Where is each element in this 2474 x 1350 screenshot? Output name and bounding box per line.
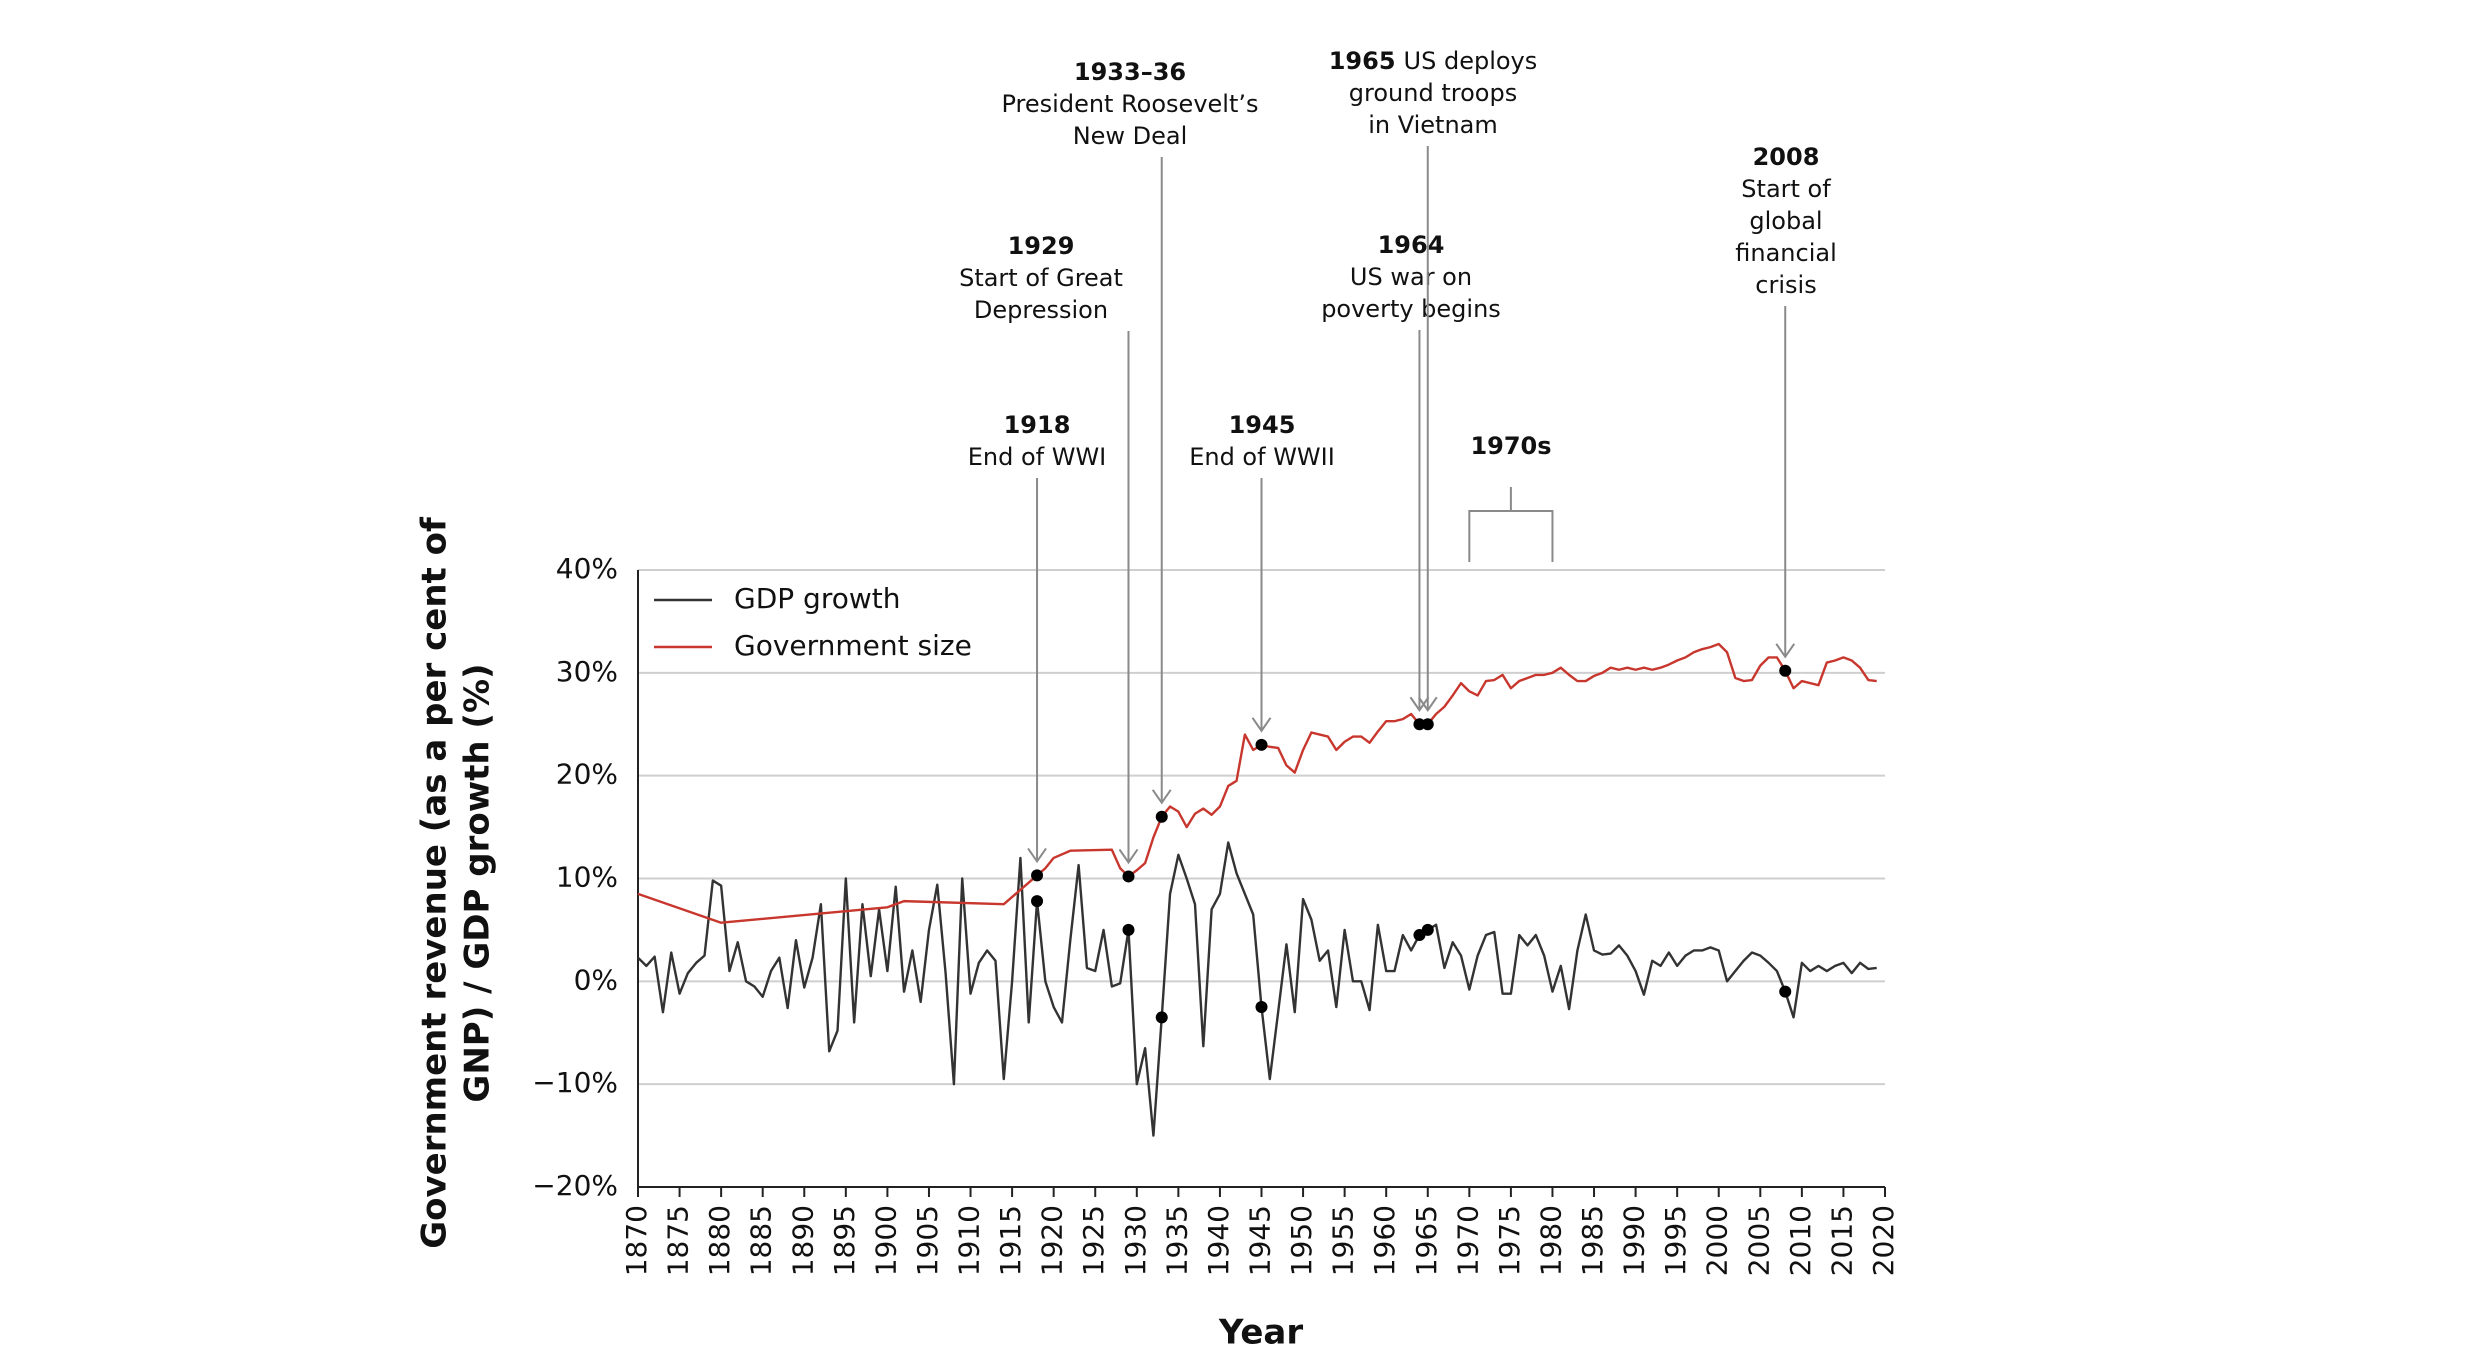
highlight-dot: [1122, 923, 1135, 936]
legend-label: Government size: [734, 629, 972, 662]
x-tick-label: 1995: [1659, 1205, 1692, 1276]
arrow-head: [1151, 789, 1172, 805]
highlight-dot: [1031, 895, 1044, 908]
x-tick-label: 1905: [911, 1205, 944, 1276]
annotation-text: US deploys: [1404, 47, 1538, 75]
annotation-title: 1929: [1008, 232, 1075, 260]
x-tick-label: 2000: [1701, 1205, 1734, 1276]
highlight-dot: [1255, 1001, 1268, 1014]
x-tick-label: 1965: [1410, 1205, 1443, 1276]
annotation-text: US war on: [1350, 263, 1472, 291]
annotation-title: 1918: [1004, 411, 1071, 439]
x-tick-label: 1915: [994, 1205, 1027, 1276]
annotation-text: End of WWI: [968, 443, 1107, 471]
arrow-head: [1251, 717, 1272, 733]
highlight-dot: [1421, 718, 1434, 731]
x-tick-label: 1935: [1160, 1205, 1193, 1276]
annotation-text: Start of Great: [959, 264, 1123, 292]
annotation-title: 1964: [1378, 231, 1445, 259]
x-tick-label: 2015: [1825, 1205, 1858, 1276]
annotation-text: crisis: [1755, 271, 1816, 299]
x-tick-label: 1870: [620, 1205, 653, 1276]
annotation-bracket: [1468, 487, 1554, 562]
highlight-dot: [1155, 1011, 1168, 1024]
highlight-dot: [1031, 869, 1044, 882]
y-tick-label: 20%: [556, 758, 618, 791]
highlight-dot: [1255, 738, 1268, 751]
x-axis-label: Year: [1218, 1313, 1304, 1350]
highlight-dot: [1779, 985, 1792, 998]
y-tick-label: 10%: [556, 861, 618, 894]
annotation-text: Depression: [974, 296, 1108, 324]
annotation-text: President Roosevelt’s: [1002, 90, 1259, 118]
highlight-dot: [1779, 664, 1792, 677]
x-tick-label: 1980: [1534, 1205, 1567, 1276]
x-tick-label: 1950: [1285, 1205, 1318, 1276]
annotation-text: global: [1749, 207, 1822, 235]
y-tick-label: 30%: [556, 655, 618, 688]
x-tick-label: 2020: [1867, 1205, 1900, 1276]
y-tick-label: −20%: [532, 1169, 618, 1202]
x-tick-label: 1925: [1077, 1205, 1110, 1276]
annotation-text: New Deal: [1073, 122, 1188, 150]
x-tick-label: 1930: [1119, 1205, 1152, 1276]
y-tick-label: −10%: [532, 1066, 618, 1099]
series-line: [637, 841, 1877, 1137]
x-tick-label: 1945: [1244, 1205, 1277, 1276]
highlight-dot: [1421, 923, 1434, 936]
x-tick-label: 1880: [703, 1205, 736, 1276]
x-tick-label: 1895: [828, 1205, 861, 1276]
highlight-dot: [1122, 870, 1135, 883]
annotation-text: Start of: [1741, 175, 1831, 203]
x-tick-label: 1940: [1202, 1205, 1235, 1276]
x-tick-label: 2005: [1742, 1205, 1775, 1276]
x-tick-label: 1875: [662, 1205, 695, 1276]
x-tick-label: 1970: [1451, 1205, 1484, 1276]
x-tick-label: 1900: [869, 1205, 902, 1276]
arrow-head: [1118, 848, 1139, 865]
annotation-text: End of WWII: [1189, 443, 1335, 471]
highlight-dot: [1413, 718, 1426, 731]
x-tick-label: 1960: [1368, 1205, 1401, 1276]
annotation-title: 1933–36: [1074, 58, 1186, 86]
x-tick-label: 1990: [1618, 1205, 1651, 1276]
arrow-head: [1027, 847, 1047, 864]
annotation-text: in Vietnam: [1368, 111, 1498, 139]
legend-label: GDP growth: [734, 582, 900, 615]
annotation-title: 1970s: [1470, 432, 1551, 460]
annotation-text: ground troops: [1349, 79, 1517, 107]
y-axis-label: GNP) / GDP growth (%): [458, 663, 498, 1102]
annotation-text: 1965 US deploys: [1329, 47, 1538, 75]
series-line: [637, 642, 1877, 924]
annotation-title: 2008: [1753, 143, 1820, 171]
highlight-dot: [1155, 810, 1168, 823]
y-tick-label: 0%: [574, 963, 618, 996]
arrow-head: [1417, 696, 1438, 713]
x-tick-label: 2010: [1784, 1205, 1817, 1276]
y-tick-label: 40%: [556, 552, 618, 585]
x-tick-label: 1890: [786, 1205, 819, 1276]
y-axis-label: Government revenue (as a per cent of: [415, 516, 455, 1249]
x-tick-label: 1885: [745, 1205, 778, 1276]
annotation-title: 1965: [1329, 47, 1396, 75]
annotation-text: financial: [1735, 239, 1836, 267]
x-tick-label: 1920: [1036, 1205, 1069, 1276]
x-tick-label: 1975: [1493, 1205, 1526, 1276]
arrow-head: [1775, 643, 1796, 659]
annotation-text: poverty begins: [1321, 295, 1501, 323]
annotation-title: 1945: [1229, 411, 1296, 439]
x-tick-label: 1910: [953, 1205, 986, 1276]
x-tick-label: 1955: [1327, 1205, 1360, 1276]
x-tick-label: 1985: [1576, 1205, 1609, 1276]
arrow-head: [1409, 696, 1430, 713]
